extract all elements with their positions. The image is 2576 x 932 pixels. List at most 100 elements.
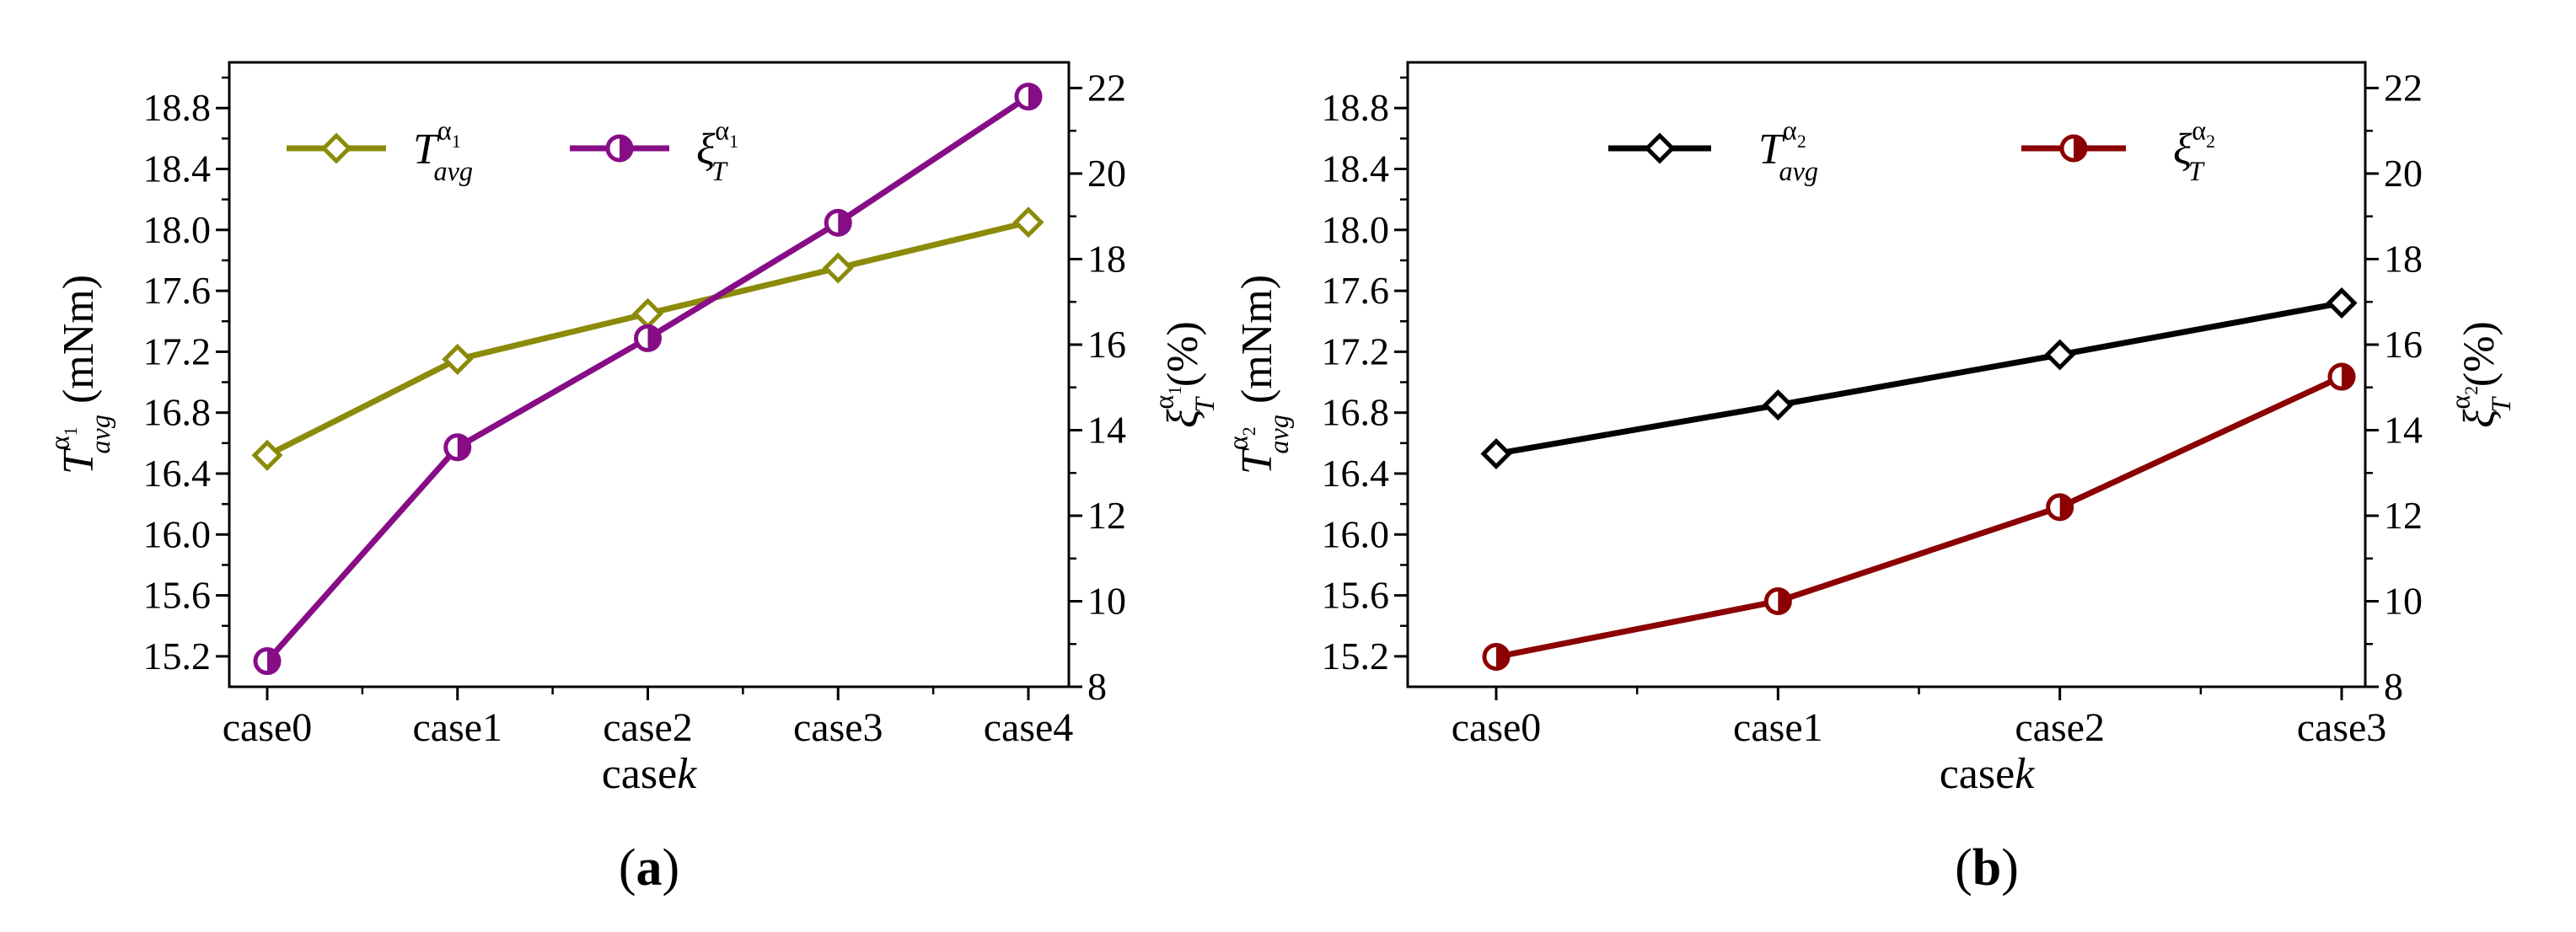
y-left-tick-label: 18.0 [143, 208, 212, 251]
legend-marker [605, 134, 634, 163]
x-tick-label: case0 [1452, 705, 1542, 750]
legend-label-symbol: ξ [2173, 126, 2192, 174]
series-0 [251, 206, 1044, 471]
marker-half-fill [1496, 645, 1509, 669]
x-tick-label: case2 [2015, 705, 2105, 750]
data-point [631, 297, 664, 329]
y-left-tick-label: 18.8 [143, 86, 212, 129]
y-left-title-symbol: T [1233, 447, 1281, 474]
y-right-title-sup-sub: 2 [2461, 386, 2482, 395]
y-right-tick-label: 10 [2384, 579, 2423, 622]
panel-label-close: ) [663, 839, 680, 897]
x-tick-label: case1 [1733, 705, 1823, 750]
y-left-tick-label: 18.4 [1322, 147, 1390, 190]
x-tick-label: case1 [412, 705, 502, 750]
y-left-tick-label: 17.2 [1322, 329, 1390, 372]
y-left-title-sup-sub: 1 [61, 426, 81, 436]
data-point [1012, 206, 1044, 238]
y-axis-left-title: Tα1 avg (mNm) [44, 275, 115, 474]
data-point [1763, 587, 1792, 615]
marker-half-fill [1778, 589, 1790, 613]
data-point [2326, 287, 2358, 319]
marker-half-fill [457, 435, 470, 459]
legend-item: ξα2 T [2021, 115, 2215, 186]
y-left-tick-label: 16.8 [143, 391, 212, 434]
legend-label: Tα1 avg [413, 115, 473, 185]
y-left-tick-label: 16.4 [1322, 452, 1390, 495]
y-left-tick-label: 18.0 [1322, 208, 1390, 251]
marker-half-fill [620, 137, 631, 160]
marker-half-fill [1028, 84, 1040, 109]
y-right-title-symbol: ξ [1159, 409, 1207, 428]
y-left-tick-label: 15.6 [1322, 574, 1390, 617]
legend-label-sup-sub: 2 [1797, 131, 1806, 152]
y-left-tick-label: 17.6 [143, 269, 212, 312]
y-left-tick-label: 18.4 [143, 147, 212, 190]
legend-label-symbol: ξ [696, 126, 716, 174]
legend-marker [2059, 134, 2088, 163]
y-axis-right: 8 10 12 14 16 18 20 22 [1069, 66, 1126, 708]
y-left-tick-label: 16.8 [1322, 391, 1390, 434]
data-point [2044, 339, 2076, 371]
panel-b: 15.2 15.6 16.0 16.4 16.8 17.2 17.6 18.0 18.4 18.8… [1222, 61, 2516, 897]
y-left-title-unit: (mNm) [1233, 275, 1281, 415]
data-point [253, 647, 282, 676]
legend-label-sup: α [1783, 115, 1797, 145]
plot-frame [1406, 61, 2367, 688]
y-axis-right-title: ξα1T (%) [1148, 321, 1219, 428]
x-axis-title-text: case [602, 750, 677, 798]
x-tick-label: case3 [793, 705, 883, 750]
y-right-title-sub: T [1189, 396, 1220, 413]
y-right-title-unit: (%) [1159, 321, 1207, 398]
legend-label-sub: avg [433, 156, 473, 186]
y-right-title-symbol: ξ [2455, 409, 2504, 428]
y-right-title-sup: α [1148, 395, 1178, 410]
x-tick-label: case3 [2297, 705, 2387, 750]
data-point [2046, 493, 2074, 522]
legend-label-sup: α [2192, 115, 2206, 145]
legend-item: Tα1 avg [287, 115, 473, 186]
marker-half-fill [838, 211, 851, 235]
y-right-tick-label: 8 [2384, 665, 2403, 708]
legend-label-sup-sub: 1 [452, 131, 461, 152]
legend-label-sub: avg [1779, 156, 1818, 186]
y-right-tick-label: 22 [2384, 66, 2423, 109]
panel-label-letter: a [636, 839, 663, 897]
panel-a: 15.2 15.6 16.0 16.4 16.8 17.2 17.6 18.0 18.4 18.8… [44, 61, 1220, 897]
panel-label: (a) [619, 839, 679, 897]
data-point [824, 208, 852, 237]
y-left-title-unit: (mNm) [55, 275, 103, 415]
data-point [251, 439, 283, 471]
series-line [265, 94, 1030, 663]
data-point [1482, 642, 1511, 671]
y-axis-right: 8 10 12 14 16 18 20 22 [2365, 66, 2423, 708]
series-1 [1482, 362, 2356, 671]
data-point [442, 343, 474, 375]
y-right-tick-label: 20 [2384, 152, 2423, 195]
y-right-tick-label: 14 [1087, 408, 1126, 451]
y-left-title-sup: α [44, 436, 74, 450]
x-axis-title-text: case [1940, 750, 2015, 798]
legend-marker [1644, 132, 1676, 164]
y-right-tick-label: 14 [2384, 408, 2423, 451]
y-left-tick-label: 16.0 [143, 512, 212, 555]
x-axis: case0 case1 case2 case3 [1452, 687, 2387, 750]
y-right-title-sup-sub: 1 [1165, 386, 1185, 395]
legend-label-sub: T [2188, 156, 2205, 186]
panel-label-close: ) [2001, 839, 2019, 897]
y-right-tick-label: 16 [2384, 323, 2423, 366]
legend-item: Tα2 avg [1608, 115, 1818, 186]
y-right-title-sup: α [2445, 395, 2475, 410]
panel-label-open: ( [619, 839, 636, 897]
marker-half-fill [647, 326, 660, 351]
y-left-title-sub: avg [1264, 415, 1294, 454]
legend-label: Tα2 avg [1758, 115, 1818, 185]
legend-label-symbol: T [1758, 126, 1785, 174]
x-axis-title: casek [1940, 750, 2035, 798]
y-left-title-sup-sub: 2 [1239, 426, 1259, 436]
panel-label-open: ( [1955, 839, 1972, 897]
series-line [1495, 373, 2343, 660]
y-left-tick-label: 15.2 [143, 635, 212, 678]
y-right-tick-label: 22 [1087, 66, 1126, 109]
y-left-title-sup: α [1222, 436, 1253, 450]
